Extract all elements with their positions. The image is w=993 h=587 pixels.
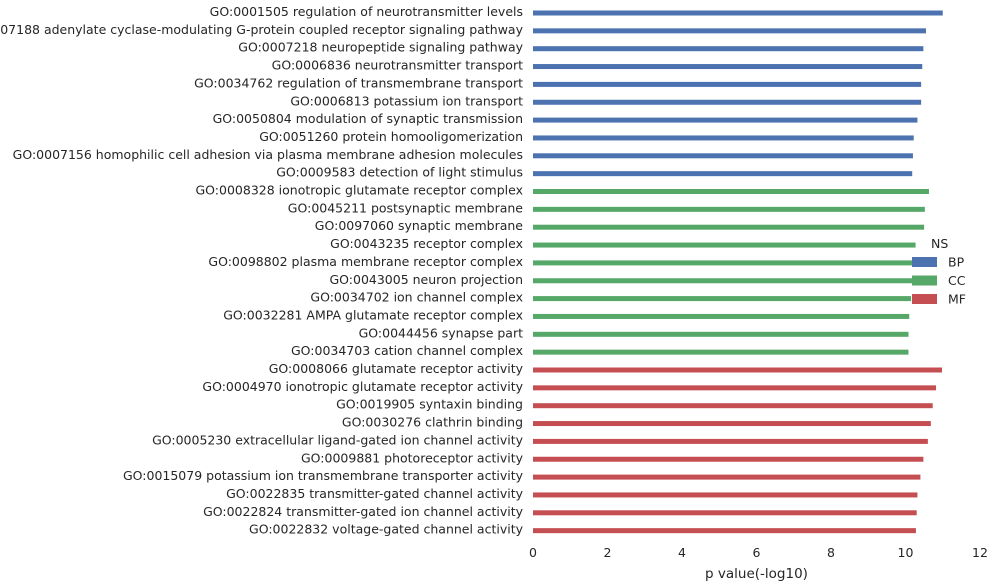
bar-mf bbox=[533, 367, 943, 373]
bar-mf bbox=[533, 474, 921, 480]
category-label: GO:0015079 potassium ion transmembrane t… bbox=[123, 468, 524, 483]
x-tick-label: 8 bbox=[827, 545, 835, 560]
category-label: GO:0007156 homophilic cell adhesion via … bbox=[13, 147, 523, 162]
legend-label-mf: MF bbox=[948, 292, 966, 307]
bar-bp bbox=[533, 64, 923, 70]
x-tick-label: 4 bbox=[678, 545, 686, 560]
bar-bp bbox=[533, 171, 913, 177]
category-label: GO:0043235 receptor complex bbox=[330, 236, 523, 251]
bar-bp bbox=[533, 81, 922, 87]
bar-mf bbox=[533, 421, 931, 427]
category-label: GO:0006836 neurotransmitter transport bbox=[272, 58, 523, 73]
bar-cc bbox=[533, 189, 929, 194]
x-tick-label: 10 bbox=[898, 545, 914, 560]
category-label: GO:0097060 synaptic membrane bbox=[315, 218, 524, 233]
category-label: GO:0044456 synapse part bbox=[359, 325, 523, 340]
bar-cc bbox=[533, 331, 909, 337]
legend-swatch-mf bbox=[912, 294, 937, 304]
category-label: GO:0007218 neuropeptide signaling pathwa… bbox=[238, 40, 523, 55]
category-label: GO:0050804 modulation of synaptic transm… bbox=[213, 111, 523, 126]
category-label: GO:0045211 postsynaptic membrane bbox=[288, 200, 524, 215]
x-axis-title: p value(-log10) bbox=[705, 566, 808, 582]
legend-swatch-bp bbox=[912, 257, 937, 267]
category-labels: GO:0001505 regulation of neurotransmitte… bbox=[0, 4, 524, 537]
bar-bp bbox=[533, 99, 922, 105]
x-tick-label: 12 bbox=[972, 545, 988, 560]
bar-mf bbox=[533, 385, 937, 391]
category-label: GO:0098802 plasma membrane receptor comp… bbox=[208, 254, 523, 269]
category-label: GO:0032281 AMPA glutamate receptor compl… bbox=[223, 307, 523, 322]
bar-bp bbox=[533, 28, 926, 34]
bar-cc bbox=[533, 242, 916, 248]
category-label: GO:0009583 detection of light stimulus bbox=[276, 165, 523, 180]
legend-title: NS bbox=[931, 236, 948, 251]
x-axis-ticks: 0 2 4 6 8 10 12 bbox=[529, 545, 988, 560]
bar-cc bbox=[533, 278, 913, 284]
bar-cc bbox=[533, 260, 913, 266]
category-label: GO:0005230 extracellular ligand-gated io… bbox=[152, 432, 524, 447]
bar-mf bbox=[533, 403, 933, 409]
bar-bp bbox=[533, 117, 918, 123]
x-tick-label: 2 bbox=[604, 545, 612, 560]
category-label: GO:0009881 photoreceptor activity bbox=[301, 450, 524, 465]
category-label: GO:0022835 transmitter-gated channel act… bbox=[226, 486, 523, 501]
category-label: GO:0008066 glutamate receptor activity bbox=[269, 361, 524, 376]
category-label: GO:0034702 ion channel complex bbox=[310, 290, 523, 305]
category-label: GO:0034703 cation channel complex bbox=[291, 343, 523, 358]
bar-bp bbox=[533, 10, 943, 16]
bar-mf bbox=[533, 510, 917, 516]
bar-cc bbox=[533, 296, 912, 302]
legend-label-cc: CC bbox=[948, 273, 966, 288]
category-label: GO:0019905 syntaxin binding bbox=[336, 397, 523, 412]
bar-bp bbox=[533, 46, 924, 52]
category-label: GO:0006813 potassium ion transport bbox=[290, 93, 523, 108]
category-label: GO:0001505 regulation of neurotransmitte… bbox=[210, 4, 523, 19]
bar-mf bbox=[533, 492, 918, 498]
legend-label-bp: BP bbox=[948, 255, 965, 270]
x-tick-label: 6 bbox=[753, 545, 761, 560]
x-tick-label: 0 bbox=[529, 545, 537, 560]
category-label: GO:0008328 ionotropic glutamate receptor… bbox=[196, 183, 524, 198]
category-label: GO:0022824 transmitter-gated ion channel… bbox=[203, 504, 524, 519]
legend: NS BP CC MF bbox=[912, 236, 966, 307]
bar-bp bbox=[533, 135, 914, 141]
category-label: GO:0043005 neuron projection bbox=[329, 272, 523, 287]
bar-cc bbox=[533, 313, 910, 319]
category-label: GO:0004970 ionotropic glutamate receptor… bbox=[202, 379, 523, 394]
legend-swatch-cc bbox=[912, 275, 937, 286]
category-label: GO:0022832 voltage-gated channel activit… bbox=[249, 522, 524, 537]
bar-mf bbox=[533, 456, 924, 462]
category-label: GO:0030276 clathrin binding bbox=[342, 415, 523, 430]
bar-mf bbox=[533, 528, 916, 534]
bar-mf bbox=[533, 438, 928, 444]
bar-bp bbox=[533, 153, 913, 159]
bar-cc bbox=[533, 224, 925, 230]
category-label: GO:0007188 adenylate cyclase-modulating … bbox=[0, 22, 524, 37]
bar-cc bbox=[533, 349, 909, 355]
bars-layer bbox=[533, 10, 943, 534]
category-label: GO:0034762 regulation of transmembrane t… bbox=[194, 75, 523, 90]
bar-cc bbox=[533, 206, 925, 212]
category-label: GO:0051260 protein homooligomerization bbox=[259, 129, 523, 144]
